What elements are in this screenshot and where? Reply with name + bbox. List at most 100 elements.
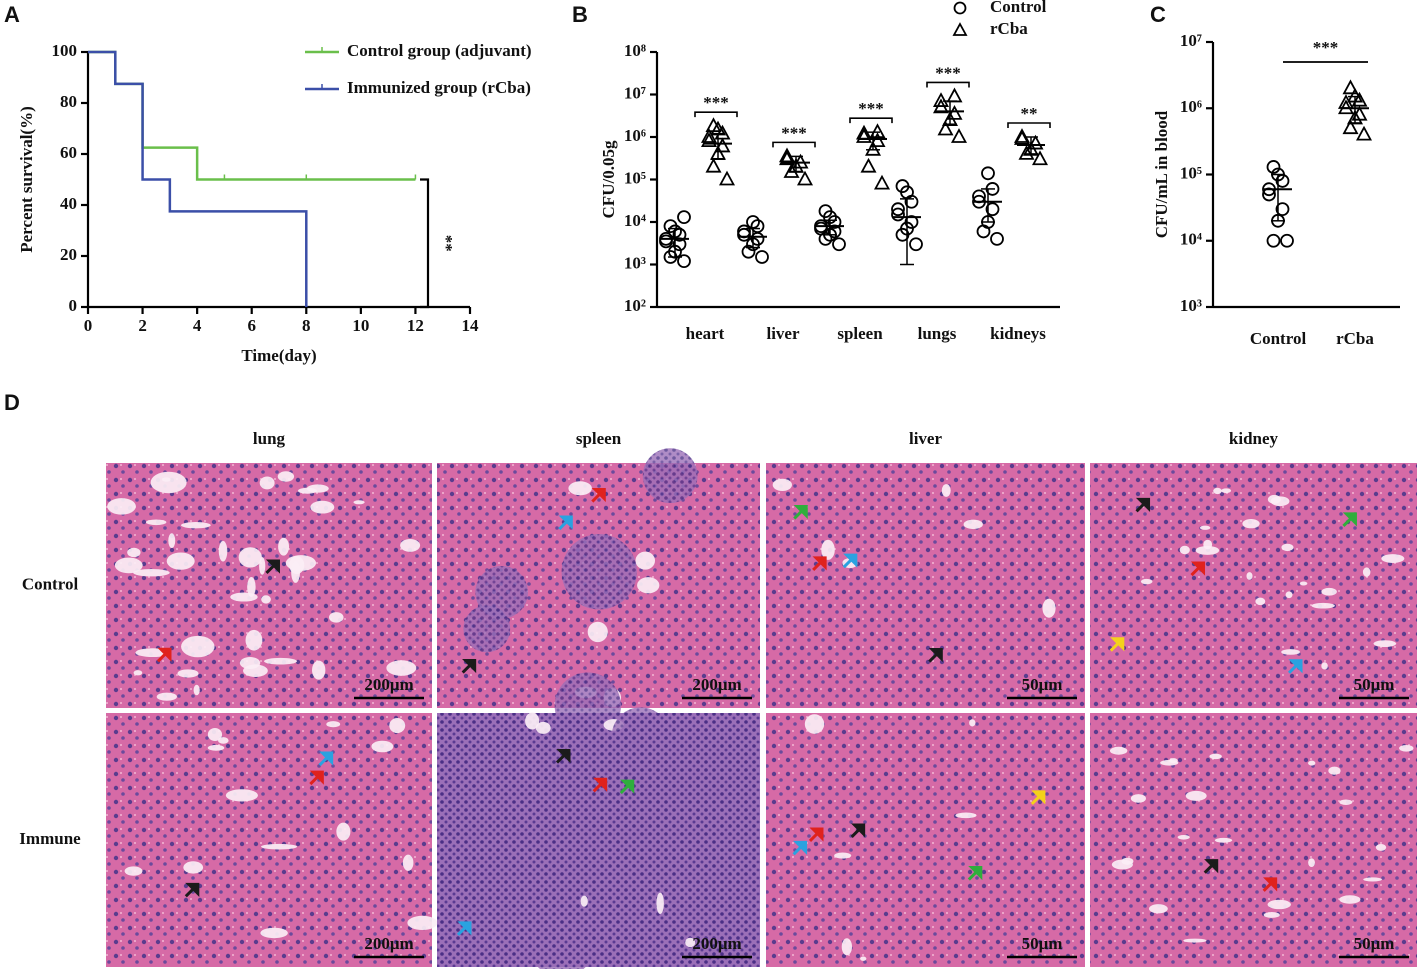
significance-label: *** <box>703 93 729 112</box>
y-axis-label: CFU/mL in blood <box>1152 110 1171 238</box>
x-axis-label: Time(day) <box>241 346 316 365</box>
data-point <box>1275 202 1290 217</box>
x-tick-label: 10 <box>352 316 369 335</box>
lumen <box>168 533 176 549</box>
lumen <box>1339 799 1353 805</box>
lumen <box>656 892 664 914</box>
lumen <box>1308 858 1315 867</box>
data-point <box>1351 91 1368 107</box>
legend-label: Immunized group (rCba) <box>347 78 531 97</box>
lumen <box>587 621 608 643</box>
lumen <box>145 519 167 526</box>
lumen <box>1381 554 1405 563</box>
data-point <box>1342 79 1359 95</box>
lumen <box>207 744 225 751</box>
tissue <box>106 713 432 967</box>
significance-label: *** <box>935 63 961 82</box>
follicle <box>475 565 528 619</box>
lumen <box>969 719 976 727</box>
data-point <box>700 128 718 143</box>
data-point <box>904 215 919 229</box>
significance-bracket <box>926 81 970 88</box>
lumen <box>1375 843 1387 851</box>
arrow <box>156 647 172 663</box>
arrow <box>793 505 808 520</box>
lumen <box>1263 912 1280 918</box>
significance-bracket <box>849 117 893 124</box>
panel-letter: B <box>572 2 588 27</box>
lumen <box>804 714 825 734</box>
scale-bar-label: 200μm <box>364 934 413 953</box>
lumen <box>1221 488 1232 494</box>
data-point <box>755 250 769 264</box>
lumen <box>1214 837 1233 843</box>
data-point <box>714 124 731 140</box>
x-tick-label: 8 <box>302 316 311 335</box>
lumen <box>386 660 417 676</box>
data-point <box>1031 150 1049 166</box>
data-point <box>1266 160 1281 174</box>
lumen <box>637 577 660 594</box>
row-label: Immune <box>19 829 81 848</box>
data-point <box>677 254 691 269</box>
histology-image: 50μm <box>1090 463 1417 708</box>
survival-line <box>88 50 416 181</box>
arrow <box>967 866 983 881</box>
lumen <box>1399 744 1414 752</box>
histology-image: 200μm <box>437 448 760 739</box>
lumen <box>535 721 551 734</box>
y-tick-label: 20 <box>60 245 77 264</box>
y-tick-label: 10⁶ <box>1180 97 1202 116</box>
lumen <box>1177 834 1190 840</box>
lumen <box>183 861 204 874</box>
data-point <box>946 104 963 120</box>
significance-label: ** <box>1021 104 1038 123</box>
y-tick-label: 0 <box>69 296 78 315</box>
arrow <box>1190 561 1205 577</box>
lumen <box>1285 591 1293 599</box>
lumen <box>278 537 290 556</box>
data-point <box>946 87 963 103</box>
histology-image: 50μm <box>766 713 1085 967</box>
lumen <box>1213 487 1222 495</box>
arrow <box>1135 497 1151 513</box>
lumen <box>259 476 275 490</box>
lumen <box>772 478 793 491</box>
data-point <box>778 147 796 163</box>
lumen <box>353 500 365 505</box>
lumen <box>1281 543 1294 552</box>
arrow <box>591 488 606 503</box>
x-tick-label: 6 <box>247 316 256 335</box>
arrow <box>318 751 334 767</box>
data-point <box>869 132 886 148</box>
data-point <box>937 120 954 136</box>
lumen <box>1339 895 1361 904</box>
lumen <box>1195 545 1220 555</box>
column-label: liver <box>909 429 942 448</box>
data-point <box>950 128 968 143</box>
scale-bar-label: 50μm <box>1354 934 1395 953</box>
lumen <box>1042 598 1056 618</box>
arrow <box>842 553 858 569</box>
lumen <box>1321 587 1337 596</box>
data-point <box>827 215 842 229</box>
lumen <box>133 569 170 577</box>
data-point <box>1351 105 1368 121</box>
lumen <box>261 843 298 850</box>
scale-bar-label: 50μm <box>1022 675 1063 694</box>
follicle <box>611 707 670 766</box>
data-point <box>1027 134 1044 150</box>
lumen <box>245 629 263 651</box>
y-tick-label: 10⁴ <box>624 211 646 230</box>
arrow <box>808 827 824 843</box>
data-point <box>796 170 814 186</box>
x-tick-label: liver <box>766 324 799 343</box>
panel-letter: C <box>1150 2 1166 27</box>
lumen <box>635 551 656 570</box>
data-point <box>932 92 950 107</box>
significance-label: *** <box>1313 38 1339 57</box>
arrow <box>555 749 571 764</box>
lumen <box>525 712 540 730</box>
arrow <box>461 659 477 674</box>
data-point <box>705 157 722 173</box>
